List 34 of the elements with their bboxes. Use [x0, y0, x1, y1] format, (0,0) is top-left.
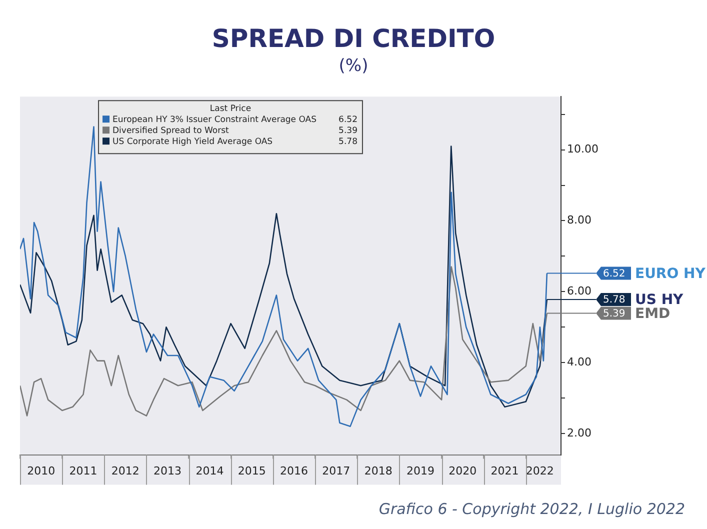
text: EMD	[635, 306, 670, 322]
x-tick-label: 2012	[111, 464, 140, 478]
legend-label: Diversified Spread to Worst	[112, 126, 230, 136]
x-tick-label: 2010	[27, 464, 56, 478]
chart-subtitle: (%)	[338, 56, 370, 76]
x-tick-label: 2017	[322, 464, 350, 478]
text: US HY	[635, 292, 684, 308]
y-tick-label: 6.00	[567, 284, 592, 298]
data-label: 6.52	[603, 268, 626, 280]
text: Grafico 6 - Copyright 2022, I Luglio 2022	[378, 500, 685, 518]
text: 5.78	[338, 136, 358, 147]
chart-title: SPREAD DI CREDITO	[210, 24, 496, 53]
x-tick-label: 2022	[526, 464, 554, 478]
x-tick-label: 2016	[280, 464, 308, 478]
y-tick-label: 10.00	[567, 142, 598, 156]
x-tick-label: 2021	[490, 464, 519, 478]
x-tick-label: 2015	[238, 464, 266, 478]
text: 5.39	[338, 126, 358, 136]
y-tick-label: 2.00	[567, 426, 592, 440]
x-tick-label: 2011	[69, 464, 98, 478]
data-label: 5.39	[603, 308, 626, 320]
y-tick-label: 8.00	[567, 214, 592, 227]
x-tick-label: 2019	[406, 464, 434, 478]
data-label: 5.78	[603, 294, 626, 306]
x-tick-label: 2018	[364, 464, 392, 478]
legend-label: European HY 3% Issuer Constraint Average OAS	[112, 114, 316, 125]
text: 6.52	[338, 114, 358, 125]
y-tick-label: 4.00	[567, 355, 592, 368]
legend-title: Last Price	[210, 104, 252, 114]
text: EURO HY	[635, 266, 706, 282]
x-tick-label: 2014	[196, 464, 224, 478]
x-tick-label: 2020	[448, 464, 477, 478]
x-tick-label: 2013	[154, 464, 182, 478]
legend-label: US Corporate High Yield Average OAS	[112, 136, 273, 147]
